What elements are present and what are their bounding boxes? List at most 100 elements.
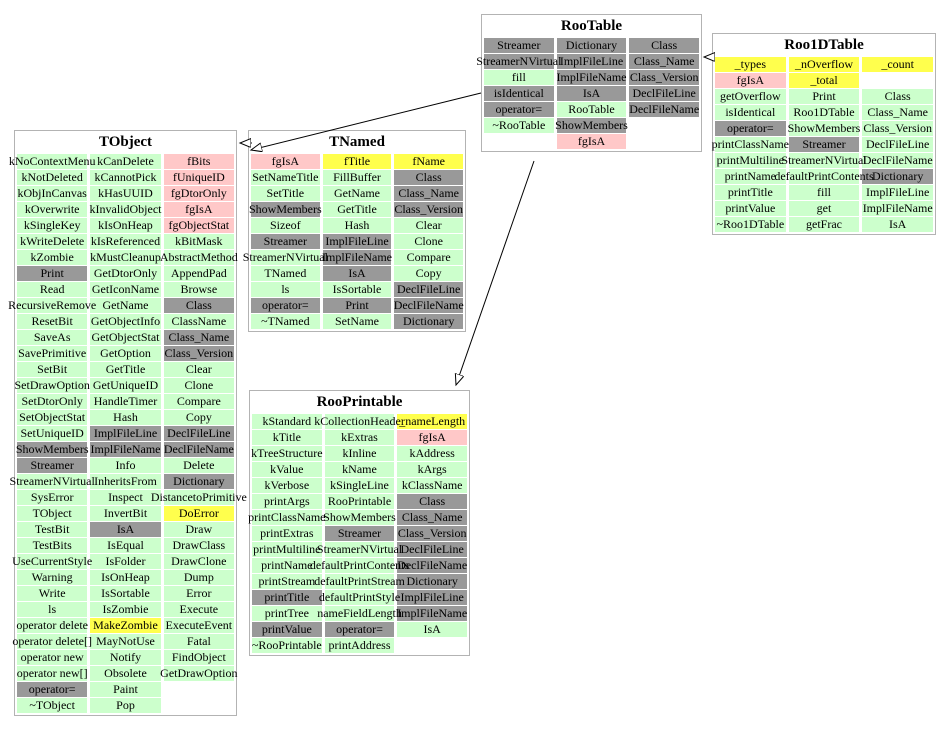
member-cell[interactable]: kCanDelete xyxy=(90,154,161,169)
member-cell[interactable]: ShowMembers xyxy=(555,118,628,133)
member-cell[interactable]: Streamer xyxy=(484,38,554,53)
member-cell[interactable]: ShowMembers xyxy=(249,202,322,217)
member-cell[interactable]: _nameLength xyxy=(397,414,468,429)
member-cell[interactable]: defaultPrintContents xyxy=(310,558,409,573)
member-cell[interactable]: StreamerNVirtual xyxy=(476,54,561,69)
member-cell[interactable]: Clear xyxy=(394,218,464,233)
member-cell[interactable]: printMultiline xyxy=(252,542,322,557)
member-cell[interactable]: kSingleLine xyxy=(324,478,395,493)
member-cell[interactable]: Sizeof xyxy=(251,218,320,233)
member-cell[interactable]: printAddress xyxy=(324,638,395,653)
member-cell[interactable]: kIsOnHeap xyxy=(90,218,161,233)
member-cell[interactable]: kSingleKey xyxy=(17,218,88,233)
member-cell[interactable]: fTitle xyxy=(322,154,392,169)
member-cell[interactable]: Dictionary xyxy=(556,38,627,53)
member-cell[interactable]: StreamerNVirtual xyxy=(317,542,402,557)
member-cell[interactable]: DeclFileLine xyxy=(163,426,234,441)
member-cell[interactable]: Class_Version xyxy=(163,346,234,361)
member-cell[interactable]: IsA xyxy=(322,266,392,281)
member-cell[interactable]: Class_Name xyxy=(163,330,234,345)
member-cell[interactable]: Class_Version xyxy=(394,202,464,217)
member-cell[interactable]: fill xyxy=(484,70,554,85)
member-cell[interactable]: _nOverflow xyxy=(788,57,860,72)
member-cell[interactable]: Class xyxy=(862,89,934,104)
member-cell[interactable]: fgIsA xyxy=(163,202,234,217)
member-cell[interactable]: SetObjectStat xyxy=(17,410,88,425)
member-cell[interactable]: GetTitle xyxy=(90,362,161,377)
member-cell[interactable]: AbstractMethod xyxy=(160,250,238,265)
member-cell[interactable]: Streamer xyxy=(788,137,860,152)
member-cell[interactable]: Dictionary xyxy=(862,169,934,184)
member-cell[interactable]: Error xyxy=(163,586,234,601)
member-cell[interactable]: IsA xyxy=(397,622,468,637)
member-cell[interactable]: kOverwrite xyxy=(17,202,88,217)
member-cell[interactable]: Streamer xyxy=(17,458,88,473)
member-cell[interactable]: printTree xyxy=(252,606,322,621)
member-cell[interactable]: ImplFileName xyxy=(90,442,161,457)
member-cell[interactable]: Copy xyxy=(394,266,464,281)
member-cell[interactable]: fgIsA xyxy=(397,430,468,445)
member-cell[interactable]: SetUniqueID xyxy=(17,426,88,441)
member-cell[interactable]: kExtras xyxy=(324,430,395,445)
member-cell[interactable]: Dictionary xyxy=(163,474,234,489)
member-cell[interactable]: kAddress xyxy=(397,446,468,461)
member-cell[interactable]: DeclFileName xyxy=(397,558,467,573)
member-cell[interactable]: Execute xyxy=(163,602,234,617)
member-cell[interactable]: StreamerNVirtual xyxy=(781,153,867,168)
member-cell[interactable]: kWriteDelete xyxy=(17,234,88,249)
member-cell[interactable]: Class_Name xyxy=(629,54,700,69)
member-cell[interactable]: Pop xyxy=(90,698,161,713)
member-cell[interactable]: kArgs xyxy=(397,462,468,477)
member-cell[interactable]: ImplFileName xyxy=(397,606,467,621)
member-cell[interactable]: IsEqual xyxy=(90,538,161,553)
member-cell[interactable]: Delete xyxy=(163,458,234,473)
member-cell[interactable]: GetObjectInfo xyxy=(90,314,161,329)
member-cell[interactable]: MayNotUse xyxy=(90,634,161,649)
member-cell[interactable]: TNamed xyxy=(251,266,320,281)
member-cell[interactable]: GetObjectStat xyxy=(90,330,161,345)
member-cell[interactable]: Class_Name xyxy=(397,510,468,525)
member-cell[interactable]: fill xyxy=(788,185,860,200)
member-cell[interactable]: Class xyxy=(397,494,468,509)
member-cell[interactable]: StreamerNVirtual xyxy=(243,250,328,265)
member-cell[interactable]: ImplFileLine xyxy=(397,590,468,605)
member-cell[interactable]: operator= xyxy=(484,102,554,117)
member-cell[interactable]: Write xyxy=(17,586,88,601)
member-cell[interactable]: isIdentical xyxy=(715,105,786,120)
member-cell[interactable]: Hash xyxy=(322,218,392,233)
member-cell[interactable]: kValue xyxy=(252,462,322,477)
member-cell[interactable]: SaveAs xyxy=(17,330,88,345)
class-title-tobject[interactable]: TObject xyxy=(98,134,153,150)
member-cell[interactable]: ~Roo1DTable xyxy=(715,217,786,232)
member-cell[interactable]: Info xyxy=(90,458,161,473)
member-cell[interactable]: DoError xyxy=(163,506,234,521)
member-cell[interactable]: DrawClass xyxy=(163,538,234,553)
member-cell[interactable]: FillBuffer xyxy=(322,170,392,185)
member-cell[interactable]: Fatal xyxy=(163,634,234,649)
member-cell[interactable]: Dictionary xyxy=(394,314,464,329)
member-cell[interactable]: Read xyxy=(17,282,88,297)
member-cell[interactable]: ClassName xyxy=(163,314,234,329)
member-cell[interactable]: Dump xyxy=(163,570,234,585)
member-cell[interactable]: Class_Version xyxy=(862,121,934,136)
member-cell[interactable]: ~TObject xyxy=(17,698,88,713)
member-cell[interactable]: ResetBit xyxy=(17,314,88,329)
member-cell[interactable]: kMustCleanup xyxy=(90,250,161,265)
member-cell[interactable]: printClassName xyxy=(712,137,789,152)
member-cell[interactable]: Class xyxy=(163,298,234,313)
member-cell[interactable]: get xyxy=(788,201,860,216)
member-cell[interactable]: operator new[] xyxy=(17,666,88,681)
member-cell[interactable]: Class_Name xyxy=(394,186,464,201)
member-cell[interactable]: Class_Version xyxy=(397,526,468,541)
member-cell[interactable]: Streamer xyxy=(324,526,395,541)
member-cell[interactable]: printName xyxy=(715,169,786,184)
member-cell[interactable]: Clear xyxy=(163,362,234,377)
member-cell[interactable]: IsSortable xyxy=(90,586,161,601)
member-cell[interactable]: DrawClone xyxy=(163,554,234,569)
member-cell[interactable]: GetUniqueID xyxy=(90,378,161,393)
member-cell[interactable]: SetBit xyxy=(17,362,88,377)
member-cell[interactable]: SetNameTitle xyxy=(251,170,320,185)
member-cell[interactable]: printStream xyxy=(252,574,322,589)
member-cell[interactable]: printTitle xyxy=(252,590,322,605)
member-cell[interactable]: Print xyxy=(322,298,392,313)
